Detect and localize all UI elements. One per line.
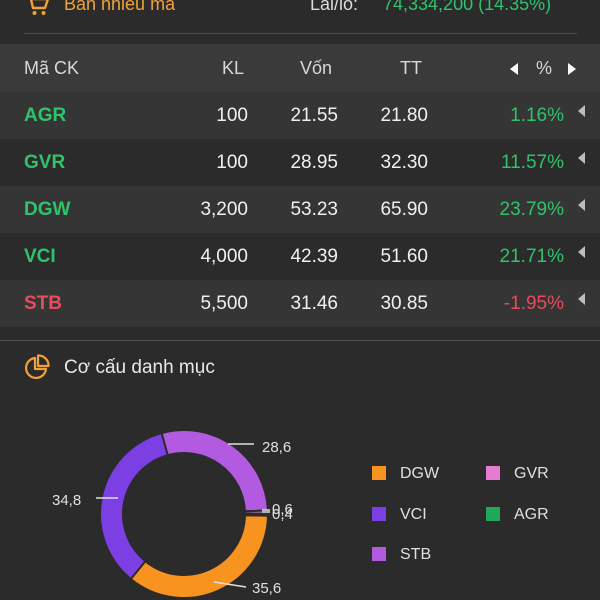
- row-cost: 21.55: [290, 105, 338, 126]
- donut-slice-agr: [243, 512, 269, 517]
- legend-item-agr: AGR: [486, 506, 549, 524]
- profit-loss-label: Lãi/lỗ:: [310, 0, 359, 14]
- section-divider: [0, 340, 600, 341]
- legend-swatch: [372, 547, 386, 561]
- row-percent: 21.71%: [499, 246, 564, 267]
- table-header: Mã CK KL Vốn TT %: [0, 44, 600, 92]
- row-volume: 4,000: [200, 246, 248, 267]
- header-market-price: TT: [400, 58, 422, 78]
- legend-label: STB: [400, 546, 432, 563]
- row-market-price: 51.60: [380, 246, 428, 267]
- legend-label: GVR: [514, 465, 549, 482]
- donut-slice-dgw: [129, 514, 270, 599]
- row-percent: 1.16%: [510, 105, 564, 126]
- slice-label-agr: 0,4: [272, 506, 293, 523]
- top-bar: Bán nhiều mã Lãi/lỗ: 74,334,200 (14.35%): [0, 0, 600, 44]
- row-cost: 53.23: [290, 199, 338, 220]
- profit-loss-value: 74,334,200 (14.35%): [383, 0, 552, 14]
- header-percent: %: [536, 58, 553, 78]
- row-volume: 100: [216, 152, 248, 173]
- header-cost: Vốn: [299, 58, 332, 78]
- header-symbol: Mã CK: [24, 58, 80, 78]
- shopping-cart-icon[interactable]: [24, 0, 50, 18]
- column-next-arrow-icon[interactable]: [568, 63, 576, 75]
- legend-swatch: [372, 507, 386, 521]
- row-percent: 23.79%: [499, 199, 564, 220]
- slice-label-stb: 28,6: [262, 439, 291, 456]
- row-symbol: AGR: [24, 105, 67, 126]
- row-cost: 28.95: [290, 152, 338, 173]
- slice-label-vci: 34,8: [52, 492, 81, 509]
- table-row[interactable]: DGW 3,200 53.23 65.90 23.79%: [0, 186, 600, 233]
- table-row[interactable]: GVR 100 28.95 32.30 11.57%: [0, 139, 600, 186]
- donut-slice-stb: [160, 429, 269, 513]
- divider: [24, 33, 577, 34]
- table-row[interactable]: VCI 4,000 42.39 51.60 21.71%: [0, 233, 600, 280]
- legend-item-dgw: DGW: [372, 465, 439, 483]
- row-symbol: VCI: [24, 246, 56, 267]
- row-percent: -1.95%: [503, 293, 564, 314]
- slice-label-gvr: 0,6: [272, 501, 293, 518]
- table-row[interactable]: AGR 100 21.55 21.80 1.16%: [0, 92, 600, 139]
- caret-left-icon[interactable]: [578, 199, 585, 211]
- legend-item-vci: VCI: [372, 506, 427, 524]
- pie-chart-icon: [24, 354, 50, 380]
- row-volume: 100: [216, 105, 248, 126]
- row-cost: 31.46: [290, 293, 338, 314]
- row-market-price: 65.90: [380, 199, 428, 220]
- column-prev-arrow-icon[interactable]: [510, 63, 518, 75]
- legend-label: VCI: [400, 506, 427, 523]
- legend-item-gvr: GVR: [486, 465, 549, 483]
- row-market-price: 32.30: [380, 152, 428, 173]
- legend-label: DGW: [400, 465, 440, 482]
- row-market-price: 21.80: [380, 105, 428, 126]
- holdings-table: AGR 100 21.55 21.80 1.16% GVR 100 28.95 …: [0, 92, 600, 327]
- label-leader-line: [213, 581, 247, 588]
- row-percent: 11.57%: [500, 152, 564, 173]
- caret-left-icon[interactable]: [578, 105, 585, 117]
- legend-item-stb: STB: [372, 546, 431, 564]
- row-symbol: STB: [24, 293, 62, 314]
- table-row[interactable]: STB 5,500 31.46 30.85 -1.95%: [0, 280, 600, 327]
- caret-left-icon[interactable]: [578, 293, 585, 305]
- legend-swatch: [486, 466, 500, 480]
- legend-swatch: [486, 507, 500, 521]
- row-volume: 3,200: [200, 199, 248, 220]
- donut-slice-vci: [99, 431, 170, 581]
- caret-left-icon[interactable]: [578, 246, 585, 258]
- row-volume: 5,500: [200, 293, 248, 314]
- header-volume: KL: [221, 58, 244, 78]
- slice-label-dgw: 35,6: [252, 580, 281, 597]
- row-symbol: GVR: [24, 152, 66, 173]
- sell-multiple-button[interactable]: Bán nhiều mã: [64, 0, 176, 14]
- portfolio-structure-title: Cơ cấu danh mục: [64, 357, 215, 378]
- legend-swatch: [372, 466, 386, 480]
- legend-label: AGR: [514, 506, 549, 523]
- caret-left-icon[interactable]: [578, 152, 585, 164]
- row-cost: 42.39: [290, 246, 338, 267]
- row-market-price: 30.85: [380, 293, 428, 314]
- portfolio-donut-chart: 35,6 34,8 28,6 0,60,4: [52, 429, 293, 599]
- row-symbol: DGW: [24, 199, 71, 220]
